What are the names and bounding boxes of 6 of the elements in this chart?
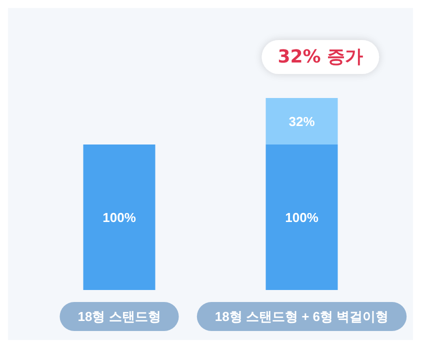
- data-label: 100%: [102, 210, 136, 225]
- data-label: 32%: [288, 114, 316, 129]
- text: 32% 증가: [278, 46, 364, 68]
- data-label: 100%: [285, 210, 319, 225]
- x-tick-label: 18형 스탠드형 + 6형 벽걸이형: [214, 309, 389, 324]
- x-tick-label: 18형 스탠드형: [78, 309, 161, 324]
